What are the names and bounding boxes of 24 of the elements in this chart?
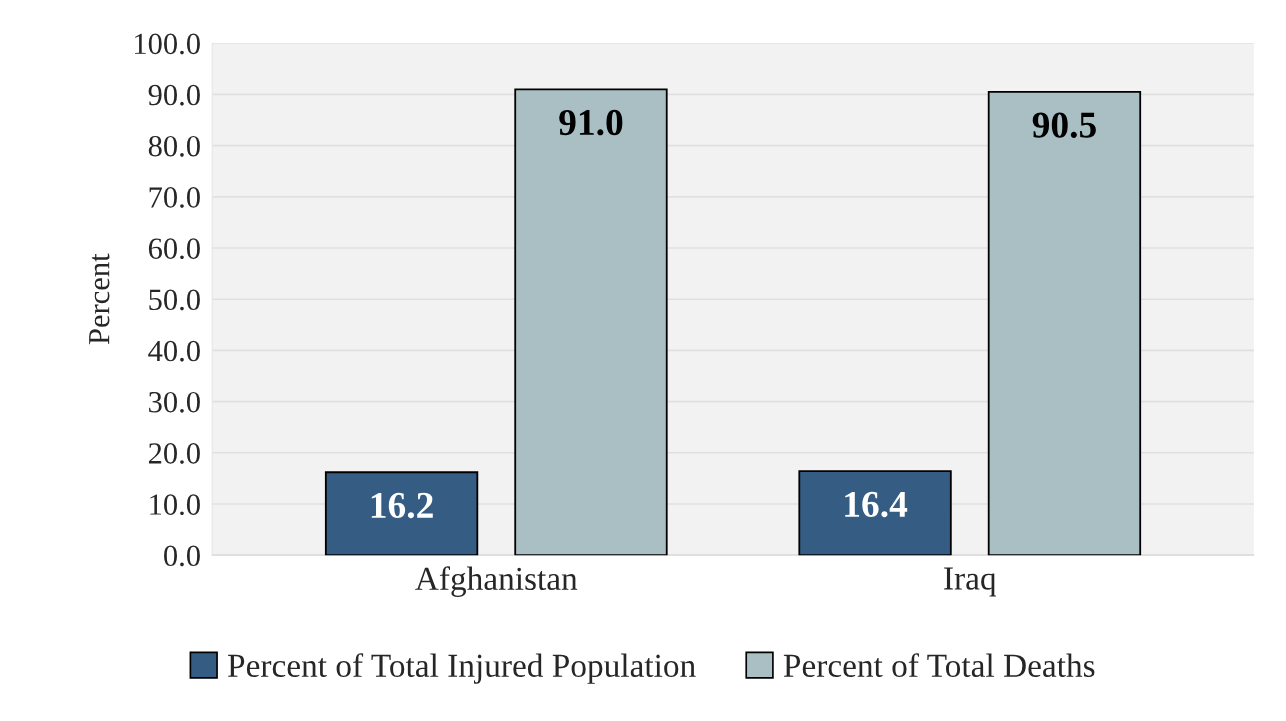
y-tick-label: 0.0 [164, 545, 200, 567]
bar [514, 88, 668, 556]
data-label: 91.0 [559, 109, 623, 136]
data-label: 90.5 [1032, 112, 1096, 138]
y-tick-label: 50.0 [149, 289, 200, 311]
y-tick-label: 40.0 [148, 340, 200, 362]
y-tick-label: 60.0 [148, 238, 200, 260]
y-tick-label: 10.0 [150, 494, 200, 516]
data-label: 16.4 [845, 491, 908, 518]
y-tick-label: 100.0 [135, 33, 200, 55]
y-tick-label: 30.0 [149, 391, 200, 413]
bar [987, 90, 1142, 556]
y-tick-label: 80.0 [148, 135, 200, 157]
x-tick-label: Afghanistan [415, 566, 578, 597]
y-tick-label: 20.0 [148, 443, 200, 464]
legend-label: Percent of Total Injured Population [228, 653, 696, 684]
data-label: 16.2 [371, 492, 433, 519]
bar [798, 470, 952, 556]
y-axis-title: Percent [89, 253, 110, 345]
legend-label: Percent of Total Deaths [783, 653, 1095, 678]
y-tick-label: 90.0 [148, 84, 200, 106]
bar [324, 471, 479, 556]
y-tick-label: 70.0 [149, 187, 200, 208]
x-tick-label: Iraq [944, 567, 996, 597]
